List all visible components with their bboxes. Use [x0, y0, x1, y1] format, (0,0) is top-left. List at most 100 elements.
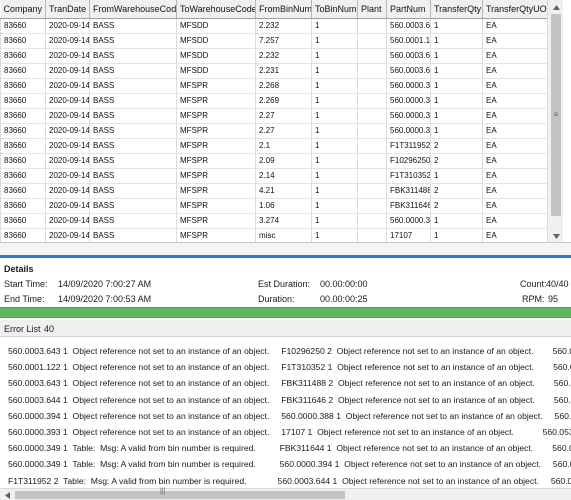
table-cell[interactable]: EA	[482, 123, 547, 139]
table-cell[interactable]: 2.231	[255, 63, 312, 79]
grid-vertical-scrollbar[interactable]: ≡	[547, 0, 563, 242]
table-cell[interactable]	[357, 138, 387, 154]
table-cell[interactable]: BASS	[89, 48, 177, 64]
table-cell[interactable]: EA	[482, 138, 547, 154]
table-cell[interactable]: 83660	[0, 213, 46, 229]
table-cell[interactable]: 2020-09-14	[45, 123, 90, 139]
table-cell[interactable]: EA	[482, 33, 547, 49]
table-cell[interactable]: BASS	[89, 108, 177, 124]
table-cell[interactable]: 2020-09-14	[45, 138, 90, 154]
table-cell[interactable]: BASS	[89, 213, 177, 229]
table-row[interactable]: 83660 2020-09-14 BASS MFSPR 3.274 1 560.0000.3…	[0, 213, 547, 229]
table-cell[interactable]: 17107	[386, 228, 431, 242]
table-cell[interactable]: 560.0000.394	[386, 78, 431, 94]
table-cell[interactable]: 83660	[0, 138, 46, 154]
table-cell[interactable]: 1	[311, 18, 358, 34]
table-cell[interactable]: 1	[430, 228, 483, 242]
table-cell[interactable]: MFSDD	[176, 33, 256, 49]
table-cell[interactable]: 1	[430, 63, 483, 79]
table-cell[interactable]: MFSDD	[176, 48, 256, 64]
column-header[interactable]: Company	[0, 0, 46, 19]
table-cell[interactable]: 1.06	[255, 198, 312, 214]
table-cell[interactable]: 1	[311, 108, 358, 124]
table-row[interactable]: 83660 2020-09-14 BASS MFSPR 2.14 1 F1T310352 1 E…	[0, 168, 547, 184]
column-header[interactable]: ToBinNum	[311, 0, 358, 19]
table-cell[interactable]: EA	[482, 93, 547, 109]
table-cell[interactable]	[357, 18, 387, 34]
table-cell[interactable]: 83660	[0, 78, 46, 94]
table-cell[interactable]: F10296250	[386, 153, 431, 169]
grid-scroll-thumb[interactable]: ≡	[551, 14, 561, 216]
table-cell[interactable]: MFSPR	[176, 153, 256, 169]
table-cell[interactable]: 2.27	[255, 123, 312, 139]
table-row[interactable]: 83660 2020-09-14 BASS MFSPR 1.06 1 FBK311646 2 E…	[0, 198, 547, 214]
table-cell[interactable]: 1	[311, 33, 358, 49]
table-cell[interactable]: 83660	[0, 168, 46, 184]
table-cell[interactable]: EA	[482, 153, 547, 169]
table-cell[interactable]: 2020-09-14	[45, 18, 90, 34]
table-cell[interactable]: 2	[430, 153, 483, 169]
table-row[interactable]: 83660 2020-09-14 BASS MFSPR 2.269 1 560.0000.3…	[0, 93, 547, 109]
table-cell[interactable]: BASS	[89, 33, 177, 49]
table-cell[interactable]: 2020-09-14	[45, 183, 90, 199]
table-cell[interactable]: 83660	[0, 93, 46, 109]
table-cell[interactable]: 560.0000.349	[386, 123, 431, 139]
table-cell[interactable]: MFSPR	[176, 93, 256, 109]
table-cell[interactable]	[357, 198, 387, 214]
table-cell[interactable]: BASS	[89, 198, 177, 214]
table-cell[interactable]: 83660	[0, 48, 46, 64]
table-cell[interactable]: misc	[255, 228, 312, 242]
table-cell[interactable]: F1T310352	[386, 168, 431, 184]
table-cell[interactable]: 560.0003.643	[386, 48, 431, 64]
error-scroll-thumb[interactable]	[15, 491, 345, 499]
table-cell[interactable]: 2020-09-14	[45, 63, 90, 79]
table-cell[interactable]: 83660	[0, 123, 46, 139]
table-cell[interactable]	[357, 228, 387, 242]
table-cell[interactable]: 1	[311, 48, 358, 64]
table-row[interactable]: 83660 2020-09-14 BASS MFSDD 7.257 1 560.0001.1…	[0, 33, 547, 49]
table-cell[interactable]: 2020-09-14	[45, 198, 90, 214]
table-cell[interactable]: 4.21	[255, 183, 312, 199]
table-cell[interactable]: 2020-09-14	[45, 48, 90, 64]
scroll-left-arrow-icon[interactable]	[3, 491, 11, 499]
pane-splitter[interactable]	[0, 243, 571, 258]
table-cell[interactable]: 2.232	[255, 48, 312, 64]
table-cell[interactable]: F1T311952	[386, 138, 431, 154]
column-header[interactable]: TransferQty	[430, 0, 483, 19]
table-row[interactable]: 83660 2020-09-14 BASS MFSPR 2.268 1 560.0000.3…	[0, 78, 547, 94]
table-cell[interactable]: 83660	[0, 228, 46, 242]
table-row[interactable]: 836602020-09-14BASSMFSPR2.271560.0000.34…	[0, 108, 547, 124]
table-cell[interactable]: 1	[430, 33, 483, 49]
table-cell[interactable]: 2.14	[255, 168, 312, 184]
table-cell[interactable]: MFSPR	[176, 78, 256, 94]
table-cell[interactable]: EA	[482, 78, 547, 94]
table-cell[interactable]: 1	[311, 213, 358, 229]
table-cell[interactable]: BASS	[89, 78, 177, 94]
table-row[interactable]: 83660 2020-09-14 BASS MFSDD 2.232 1 560.0003.6…	[0, 18, 547, 34]
column-header[interactable]: ToWarehouseCode	[176, 0, 256, 19]
column-header[interactable]: FromWarehouseCode	[89, 0, 177, 19]
table-cell[interactable]: 2.232	[255, 18, 312, 34]
table-cell[interactable]: 2020-09-14	[45, 213, 90, 229]
column-header[interactable]: TransferQtyUOM	[482, 0, 547, 19]
table-cell[interactable]	[357, 168, 387, 184]
table-cell[interactable]: BASS	[89, 228, 177, 242]
table-cell[interactable]: 83660	[0, 18, 46, 34]
table-cell[interactable]: 560.0000.388	[386, 213, 431, 229]
table-cell[interactable]: 1	[430, 18, 483, 34]
error-horizontal-scrollbar[interactable]: |||	[0, 488, 571, 500]
table-cell[interactable]: BASS	[89, 138, 177, 154]
table-cell[interactable]: 83660	[0, 183, 46, 199]
table-cell[interactable]: 1	[311, 138, 358, 154]
table-cell[interactable]: FBK311646	[386, 198, 431, 214]
table-cell[interactable]	[357, 213, 387, 229]
table-cell[interactable]: 83660	[0, 198, 46, 214]
table-cell[interactable]: BASS	[89, 93, 177, 109]
table-cell[interactable]: 1	[430, 168, 483, 184]
table-cell[interactable]: 560.0000.393	[386, 93, 431, 109]
table-cell[interactable]: 2.09	[255, 153, 312, 169]
table-cell[interactable]: 3.274	[255, 213, 312, 229]
table-cell[interactable]	[357, 78, 387, 94]
table-cell[interactable]: 2.27	[255, 108, 312, 124]
table-cell[interactable]: 1	[311, 63, 358, 79]
